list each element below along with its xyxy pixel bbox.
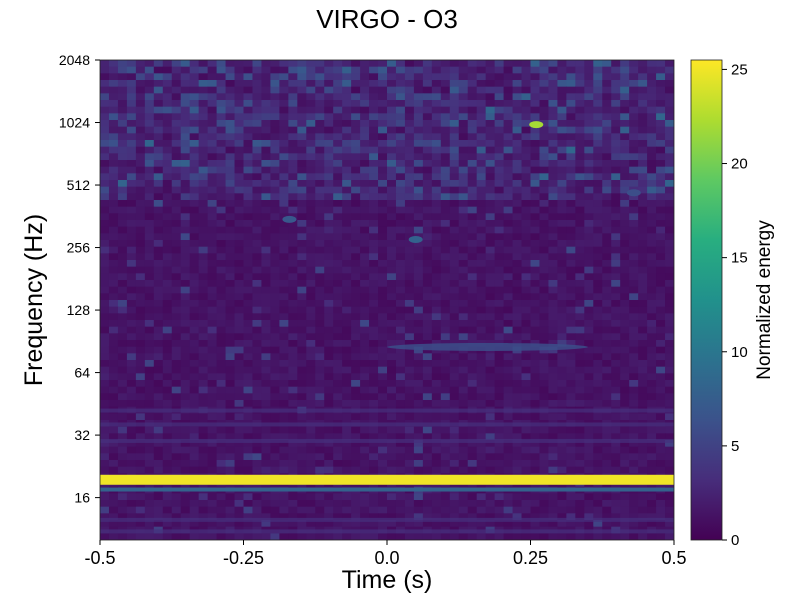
y-tick-label: 256 — [67, 240, 91, 256]
heatmap-feature — [408, 235, 423, 243]
chart-title: VIRGO - O3 — [316, 4, 458, 34]
colorbar-tick-label: 0 — [731, 532, 739, 549]
y-axis-label: Frequency (Hz) — [20, 214, 48, 386]
heatmap-feature — [100, 487, 674, 492]
x-tick-label: 0.5 — [661, 548, 686, 568]
heatmap-feature — [529, 121, 544, 129]
heatmap-feature — [387, 342, 588, 351]
y-axis: 16 32 64 128 256 512 1024 2048 — [59, 52, 100, 506]
y-tick-label: 2048 — [59, 52, 90, 68]
y-tick-label: 32 — [74, 427, 90, 443]
colorbar-tick-label: 15 — [731, 250, 748, 267]
x-tick-label: -0.25 — [223, 548, 264, 568]
colorbar-tick-label: 5 — [731, 438, 739, 455]
x-tick-label: -0.5 — [84, 548, 115, 568]
y-tick-label: 16 — [74, 490, 90, 506]
y-tick-label: 128 — [67, 302, 91, 318]
x-tick-label: 0.0 — [374, 548, 399, 568]
colorbar-axis: 0 5 10 15 20 25 — [722, 61, 748, 549]
y-tick-label: 512 — [67, 177, 91, 193]
x-axis-label: Time (s) — [342, 566, 433, 594]
colorbar-tick-label: 25 — [731, 61, 748, 78]
y-tick-label: 64 — [74, 365, 90, 381]
heatmap-feature — [100, 474, 674, 485]
heatmap-feature — [282, 215, 297, 223]
colorbar — [690, 59, 723, 541]
heatmap-area — [100, 60, 674, 540]
colorbar-label: Normalized energy — [754, 220, 775, 380]
x-tick-label: 0.25 — [513, 548, 548, 568]
y-tick-label: 1024 — [59, 115, 90, 131]
colorbar-tick-label: 10 — [731, 344, 748, 361]
colorbar-tick-label: 20 — [731, 156, 748, 173]
heatmap-feature — [626, 189, 641, 197]
x-axis: -0.5 -0.25 0.0 0.25 0.5 — [84, 540, 687, 568]
